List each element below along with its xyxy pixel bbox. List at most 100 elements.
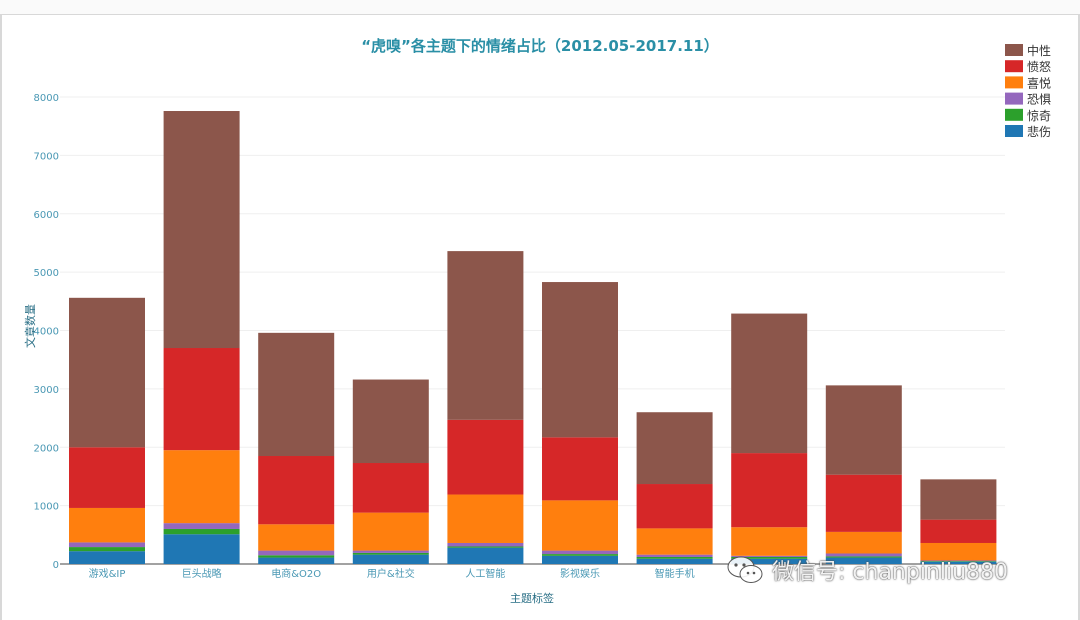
- y-tick-label: 1000: [34, 502, 59, 513]
- legend-swatch: [1005, 76, 1023, 89]
- bar-segment[interactable]: [447, 547, 524, 564]
- bar-segment[interactable]: [542, 555, 618, 564]
- bar-segment[interactable]: [731, 556, 808, 559]
- bar-segment[interactable]: [731, 453, 808, 528]
- bar-segment[interactable]: [542, 500, 618, 551]
- bar-segment[interactable]: [163, 348, 240, 451]
- bar-segment[interactable]: [69, 297, 145, 448]
- bar-stack[interactable]: [920, 479, 997, 564]
- bar-segment[interactable]: [636, 528, 713, 555]
- y-tick-label: 4000: [34, 327, 59, 338]
- legend-item[interactable]: 中性: [1005, 43, 1051, 58]
- bar-segment[interactable]: [352, 379, 429, 464]
- bar-segment[interactable]: [636, 412, 713, 485]
- bar-segment[interactable]: [542, 282, 618, 438]
- x-tick-label: 影视娱乐: [560, 567, 600, 580]
- bar-segment[interactable]: [920, 561, 997, 562]
- bar-segment[interactable]: [825, 385, 902, 475]
- bar-segment[interactable]: [163, 528, 240, 535]
- x-tick-label: 电商&O2O: [271, 567, 321, 580]
- bar-stack[interactable]: [542, 282, 618, 564]
- y-axis-title: 文章数量: [23, 304, 37, 348]
- bar-segment[interactable]: [920, 560, 997, 562]
- legend-label: 中性: [1027, 43, 1051, 58]
- y-tick-label: 5000: [34, 268, 59, 279]
- bar-segment[interactable]: [258, 550, 335, 556]
- bar-segment[interactable]: [163, 450, 240, 524]
- bar-segment[interactable]: [447, 251, 524, 420]
- bar-segment[interactable]: [163, 534, 240, 564]
- bar-segment[interactable]: [825, 556, 902, 558]
- bar-segment[interactable]: [731, 555, 808, 557]
- bar-segment[interactable]: [69, 507, 145, 543]
- legend-label: 惊奇: [1027, 108, 1051, 123]
- window-left-border: [0, 14, 2, 620]
- bar-segment[interactable]: [258, 524, 335, 551]
- legend-item[interactable]: 恐惧: [1005, 92, 1051, 107]
- bar-segment[interactable]: [447, 542, 524, 547]
- bar-segment[interactable]: [920, 542, 997, 561]
- bar-segment[interactable]: [636, 484, 713, 529]
- y-tick-label: 3000: [34, 385, 59, 396]
- bar-segment[interactable]: [731, 313, 808, 454]
- bar-segment[interactable]: [258, 456, 335, 525]
- bar-segment[interactable]: [731, 527, 808, 556]
- x-tick-label: 游戏&IP: [89, 567, 126, 580]
- bar-segment[interactable]: [920, 561, 997, 564]
- bar-segment[interactable]: [69, 542, 145, 548]
- bar-segment[interactable]: [352, 512, 429, 551]
- bar-segment[interactable]: [447, 419, 524, 495]
- bar-segment[interactable]: [825, 557, 902, 564]
- bar-segment[interactable]: [542, 550, 618, 555]
- legend-item[interactable]: 惊奇: [1005, 108, 1051, 123]
- x-tick-label: 智能手机: [655, 567, 695, 580]
- wechat-icon: [726, 555, 764, 585]
- bar-segment[interactable]: [258, 332, 335, 457]
- bar-segment[interactable]: [542, 437, 618, 501]
- legend-item[interactable]: 喜悦: [1005, 76, 1051, 90]
- bar-segment[interactable]: [636, 558, 713, 564]
- legend-item[interactable]: 悲伤: [1005, 124, 1051, 139]
- bar-segment[interactable]: [825, 553, 902, 557]
- bar-segment[interactable]: [920, 519, 997, 543]
- bar-stack[interactable]: [636, 412, 713, 564]
- bar-segment[interactable]: [636, 554, 713, 557]
- bar-stack[interactable]: [731, 313, 808, 564]
- bar-segment[interactable]: [825, 474, 902, 532]
- bar-segment[interactable]: [731, 558, 808, 564]
- bar-segment[interactable]: [636, 556, 713, 559]
- bar-stack[interactable]: [258, 332, 335, 564]
- legend-item[interactable]: 愤怒: [1005, 59, 1051, 74]
- legend-swatch: [1005, 108, 1023, 121]
- bar-stack[interactable]: [69, 297, 145, 564]
- bar-segment[interactable]: [163, 523, 240, 529]
- bar-stacks: [69, 111, 997, 564]
- window-top-border: [0, 0, 1080, 15]
- bar-segment[interactable]: [352, 554, 429, 564]
- bar-segment[interactable]: [920, 479, 997, 520]
- bar-stack[interactable]: [163, 111, 240, 564]
- bar-segment[interactable]: [542, 554, 618, 556]
- bar-stack[interactable]: [825, 385, 902, 564]
- bar-segment[interactable]: [69, 547, 145, 552]
- bar-segment[interactable]: [352, 550, 429, 553]
- legend-swatch: [1005, 92, 1023, 105]
- bar-segment[interactable]: [447, 546, 524, 548]
- bar-segment[interactable]: [825, 531, 902, 554]
- y-tick-label: 0: [53, 560, 59, 571]
- bar-segment[interactable]: [352, 463, 429, 513]
- y-tick-label: 7000: [34, 151, 59, 162]
- bar-stack[interactable]: [447, 251, 524, 564]
- bar-segment[interactable]: [163, 111, 240, 349]
- legend-label: 悲伤: [1027, 124, 1051, 139]
- x-axis-ticks: 游戏&IP 巨头战略 电商&O2O 用户&社交 人工智能 影视娱乐 智能手机: [89, 567, 695, 580]
- watermark-text: 微信号: chanpinliu880: [772, 560, 1009, 585]
- bar-segment[interactable]: [69, 551, 145, 564]
- bar-segment[interactable]: [258, 557, 335, 564]
- bar-segment[interactable]: [352, 552, 429, 555]
- bar-segment[interactable]: [447, 494, 524, 543]
- bar-segment[interactable]: [69, 447, 145, 508]
- bar-segment[interactable]: [258, 555, 335, 558]
- bar-stack[interactable]: [352, 379, 429, 564]
